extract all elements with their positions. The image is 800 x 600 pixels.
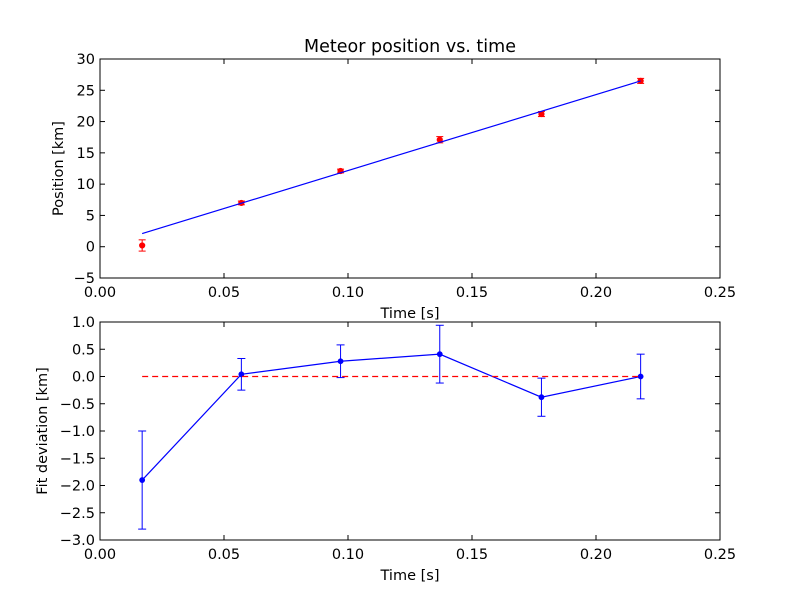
y-tick-label: 20 [77,115,95,131]
data-point [538,394,545,401]
deviation-line [141,353,641,481]
y-tick-label: 5 [86,208,95,224]
x-tick-label: 0.25 [704,285,736,301]
x-tick-label: 0.10 [332,285,364,301]
x-tick-label: 0.00 [84,547,116,563]
x-tick-label: 0.10 [332,547,364,563]
chart-title: Meteor position vs. time [304,37,516,57]
position-chart: Meteor position vs. time 0.00 0.05 0.10 0.1… [51,37,736,322]
y-axis-label: Fit deviation [km] [35,367,51,494]
y-tick-label: −1.0 [60,424,95,440]
y-tick-label: −2.5 [60,506,95,522]
data-point [139,477,146,483]
y-tick-label: −0.5 [60,397,95,413]
y-tick-label: 15 [77,146,95,162]
y-axis-label: Position [km] [51,121,67,216]
position-plot-area [138,77,645,252]
y-tick-label: 0 [86,240,95,256]
y-tick-label: 1.0 [72,315,95,331]
y-tick-label: −1.5 [60,451,95,467]
position-ticks: 0.00 0.05 0.10 0.15 0.20 0.25 −5 0 5 10 15 20 25 30 [74,52,737,301]
y-tick-label: 25 [77,83,95,99]
x-tick-label: 0.05 [208,285,240,301]
position-axes-frame [99,58,721,279]
data-point [637,373,644,380]
x-axis-label: Time [s] [380,568,440,584]
x-tick-label: 0.15 [456,547,488,563]
x-tick-label: 0.20 [580,285,612,301]
deviation-ticks: 0.00 0.05 0.10 0.15 0.20 0.25 −3.0 −2.5 −2.0 −1.5… [60,315,736,563]
x-tick-label: 0.05 [208,547,240,563]
x-tick-label: 0.20 [580,547,612,563]
x-tick-label: 0.00 [84,285,116,301]
x-axis-label: Time [s] [380,306,440,322]
x-tick-label: 0.15 [456,285,488,301]
y-tick-label: −3.0 [60,533,95,549]
data-point [139,242,146,249]
data-point [238,371,245,378]
y-tick-label: 0.0 [72,370,95,386]
deviation-plot-area [138,324,645,530]
y-tick-label: −5 [74,271,95,287]
fit-line [141,80,641,235]
y-tick-label: 30 [77,52,95,68]
y-tick-label: 0.5 [72,342,95,358]
x-tick-label: 0.25 [704,547,736,563]
y-tick-label: 10 [77,177,95,193]
data-point [436,351,443,358]
deviation-chart: 0.00 0.05 0.10 0.15 0.20 0.25 −3.0 −2.5 −2.0 −1.5… [35,315,736,584]
data-point [337,358,344,365]
y-tick-label: −2.0 [60,479,95,495]
